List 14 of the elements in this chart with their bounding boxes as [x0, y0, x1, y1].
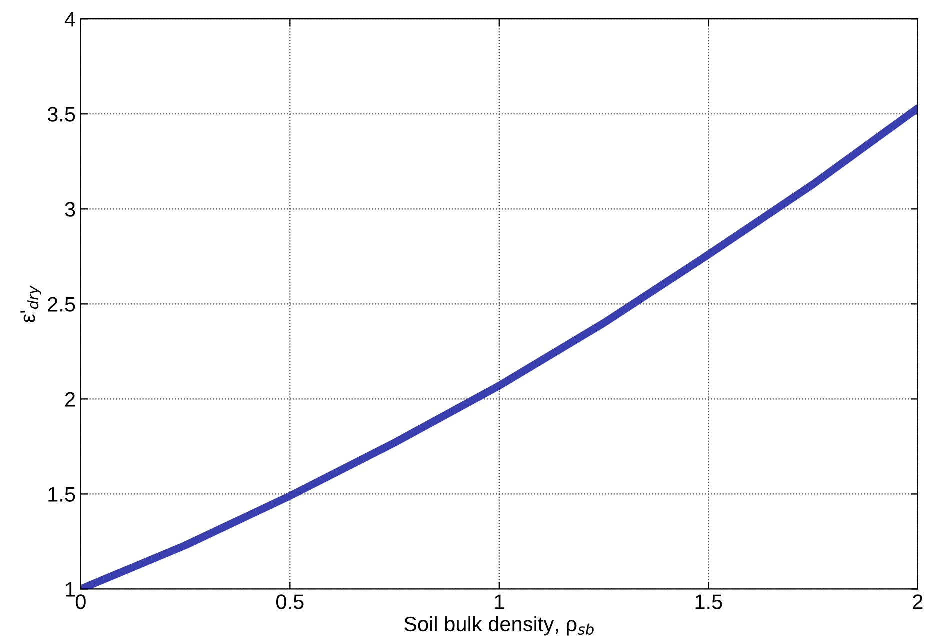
y-tick-label: 1.5 — [48, 487, 76, 502]
y-tick-label: 2.5 — [48, 297, 76, 312]
y-tick-label: 1 — [66, 582, 76, 597]
x-tick-label: 1 — [495, 594, 504, 610]
y-tick-label: 4 — [64, 12, 76, 27]
y-tick-label: 3.5 — [48, 107, 76, 122]
x-tick-label: 0 — [76, 594, 86, 610]
x-tick-label: 2 — [913, 594, 923, 610]
x-axis-title: Soil bulk density, ρ$_{sb}$ — [404, 616, 594, 636]
y-tick-label: 3 — [65, 202, 76, 217]
y-axis-title: ε'$_{dry}$ — [20, 286, 42, 323]
x-tick-label: 0.5 — [276, 594, 304, 610]
x-tick-label: 1.5 — [696, 594, 722, 610]
y-tick-label: 2 — [66, 392, 76, 407]
